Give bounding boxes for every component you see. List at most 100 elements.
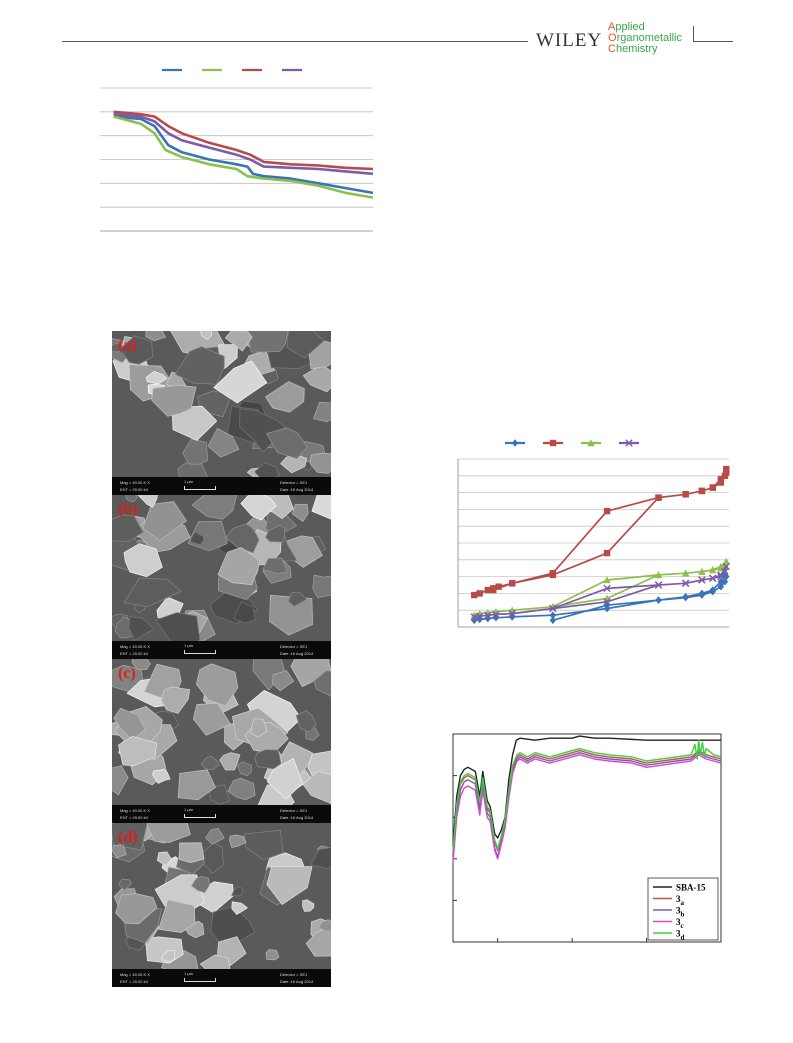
bet-point-3b [723,469,730,476]
ftir-series-line-3 [452,754,722,864]
bet-point-3d [549,604,557,613]
bet-point-3d [508,609,516,618]
sem-particle [265,949,280,961]
sem-scale-bar [184,978,216,982]
journal-rest-3: hemistry [615,43,658,55]
bet-point-3d [709,574,717,582]
ftir-legend-label-0: SBA-15 [676,883,706,893]
header-rule [62,41,528,42]
sem-particle [177,769,216,801]
sem-particle [196,663,239,707]
sem-particle [118,878,132,891]
sem-particle [305,924,331,957]
sem-particle [266,866,313,905]
sem-particle [227,777,256,801]
sem-particle [295,710,317,733]
sem-particle [213,360,268,404]
sem-particle [302,899,315,912]
sem-info-info-left2: EHT = 20.00 kV [120,979,149,984]
bet-point-3c [681,569,690,577]
sem-panel-label: (a) [118,337,137,354]
ftir-legend-name-0: SBA-15 [676,883,706,893]
bet-point-3b [509,580,516,587]
sem-info-info-left1: Mag = 40.00 K X [120,644,150,649]
sem-info-bar: Mag = 40.00 K X EHT = 20.00 kV 1 µm Detecto… [112,969,331,987]
bet-point-3b [603,549,611,557]
sem-info-scale: 1 µm [184,807,193,812]
sem-particle [302,770,331,804]
sem-particle [252,659,286,691]
sem-particle [182,438,208,465]
sem-info-bar: Mag = 40.00 K X EHT = 20.00 kV 1 µm Detecto… [112,641,331,659]
sem-particle [205,827,225,845]
sem-info-info-left1: Mag = 40.00 K X [120,972,150,977]
sem-particle [287,591,308,607]
sem-particle [208,784,231,805]
sem-panel: (d) Mag = 40.00 K X EHT = 20.00 kV 1 µm Dete… [112,823,331,987]
sem-particle [118,736,158,766]
bet-point-3b [721,472,729,479]
ftir-legend-name-4: 3 [676,929,681,939]
bet-point-3a [717,577,725,586]
sem-particle [125,495,138,503]
bet-point-3b [490,586,497,594]
sem-info-info-right2: Date :16 Aug 2014 [280,651,314,656]
sem-particle [192,703,232,736]
sem-particle [272,670,295,692]
sem-particle [207,428,240,458]
sem-particle [228,834,247,848]
journal-cap-2: O [608,32,617,44]
bet-point-3a [484,614,492,623]
sem-scale-bar [184,486,216,490]
bet-point-3b [709,484,716,491]
sem-particle [137,495,158,508]
bet-point-3d [484,611,492,619]
sem-particle [265,524,286,543]
sem-particle [160,686,191,714]
bet-point-3b [717,479,725,486]
bet-point-3a [698,589,706,598]
sem-particle [191,875,210,894]
bet-point-3d [654,581,663,589]
bet-point-3d [603,584,611,593]
sem-particle [190,531,205,545]
ftir-legend-name-1: 3 [676,894,681,904]
journal-rest-2: rganometallic [616,32,682,44]
sem-info-info-right2: Date :15 Aug 2014 [280,487,314,492]
sem-info-info-right1: Detector = SE1 [280,480,308,485]
sem-panel: (c) Mag = 40.00 K X EHT = 20.00 kV 1 µm Dete… [112,659,331,823]
bet-point-3d [717,572,725,581]
sem-particle [145,331,167,342]
sem-particle [312,574,331,599]
journal-line-2: Organometallic [608,33,682,44]
sem-particle [269,594,313,636]
bet-point-3b [603,507,611,515]
sem-info-info-left2: EHT = 20.00 kV [120,651,149,656]
bet-legend-swatch-3c-marker [587,439,595,447]
bet-point-3b [495,583,502,590]
bet-series-line-3a [474,572,728,622]
sem-particle [231,901,249,915]
bet-point-3b [682,491,689,498]
journal-rest-1: pplied [615,21,645,33]
sem-particle [265,427,308,460]
sem-particle [179,842,205,863]
sem-particle [309,452,331,474]
sem-particle [318,919,331,932]
sem-particle [233,601,256,624]
journal-line-3: Chemistry [608,44,682,55]
sem-particle [171,405,218,441]
ftir-legend-subscript-3: c [681,922,684,930]
sem-info-info-left1: Mag = 40.00 K X [120,480,150,485]
bet-chart-svg [457,439,730,628]
sem-info-scale: 1 µm [184,479,193,484]
tga-series-line-3d [113,112,374,176]
sem-particle [151,385,197,417]
sem-particle [254,749,282,770]
sem-particle [128,616,155,641]
ftir-legend-label-2: 3b [676,906,685,919]
bet-point-3b [717,475,725,483]
ftir-legend-name-2: 3 [676,906,681,916]
sem-micrograph [112,659,331,823]
sem-particle [231,886,243,897]
